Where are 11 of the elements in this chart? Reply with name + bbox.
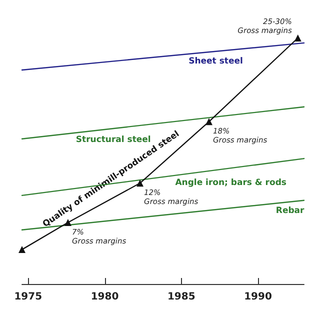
point [294, 34, 302, 42]
series-label: Angle iron; bars & rods [175, 178, 286, 188]
x-tick-label: 1985 [167, 292, 196, 302]
x-tick-label: 1980 [90, 292, 119, 302]
series-label: Structural steel [76, 135, 151, 146]
x-tick-label: 1990 [244, 292, 272, 302]
point [205, 118, 212, 126]
series-label: Sheet steel [188, 56, 243, 66]
series-label: Rebar [276, 206, 306, 216]
x-tick-label: 1975 [14, 292, 42, 302]
point [18, 246, 26, 254]
